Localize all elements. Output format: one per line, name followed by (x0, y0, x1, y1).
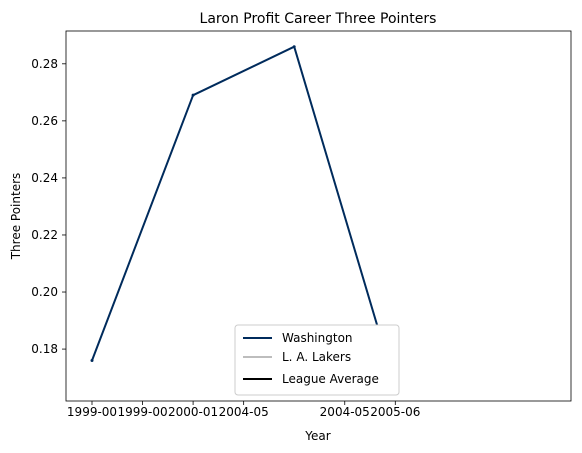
x-tick-label: 1999-00 (67, 405, 117, 419)
y-tick-label: 0.28 (31, 57, 58, 71)
x-tick-label: 2000-01 (168, 405, 218, 419)
x-axis-label: Year (304, 429, 330, 443)
x-tick-label: 2004-05 (320, 405, 370, 419)
legend-label-lakers: L. A. Lakers (282, 350, 351, 364)
y-tick-label: 0.18 (31, 342, 58, 356)
legend: Washington L. A. Lakers League Average (234, 324, 400, 396)
legend-label-league-average: League Average (282, 372, 379, 386)
chart-title: Laron Profit Career Three Pointers (200, 11, 437, 27)
y-tick-label: 0.20 (31, 285, 58, 299)
series-point-0-1 (191, 93, 195, 97)
series-point-0-2 (292, 45, 296, 49)
y-tick-label: 0.26 (31, 114, 58, 128)
x-axis-ticks: 1999-00 1999-00 2000-01 2004-05 2004-05 2005-… (67, 401, 420, 419)
y-axis-label: Three Pointers (9, 173, 23, 261)
series-point-0-0 (90, 358, 94, 362)
y-axis-ticks: 0.18 0.20 0.22 0.24 0.26 0.28 (31, 57, 66, 356)
y-tick-label: 0.22 (31, 228, 58, 242)
x-tick-label: 2005-06 (370, 405, 420, 419)
series-line-0 (91, 45, 397, 388)
x-tick-label: 1999-00 (117, 405, 167, 419)
x-tick-label: 2004-05 (219, 405, 269, 419)
legend-label-washington: Washington (282, 331, 353, 345)
legend-box (234, 324, 400, 396)
y-tick-label: 0.24 (31, 171, 58, 185)
